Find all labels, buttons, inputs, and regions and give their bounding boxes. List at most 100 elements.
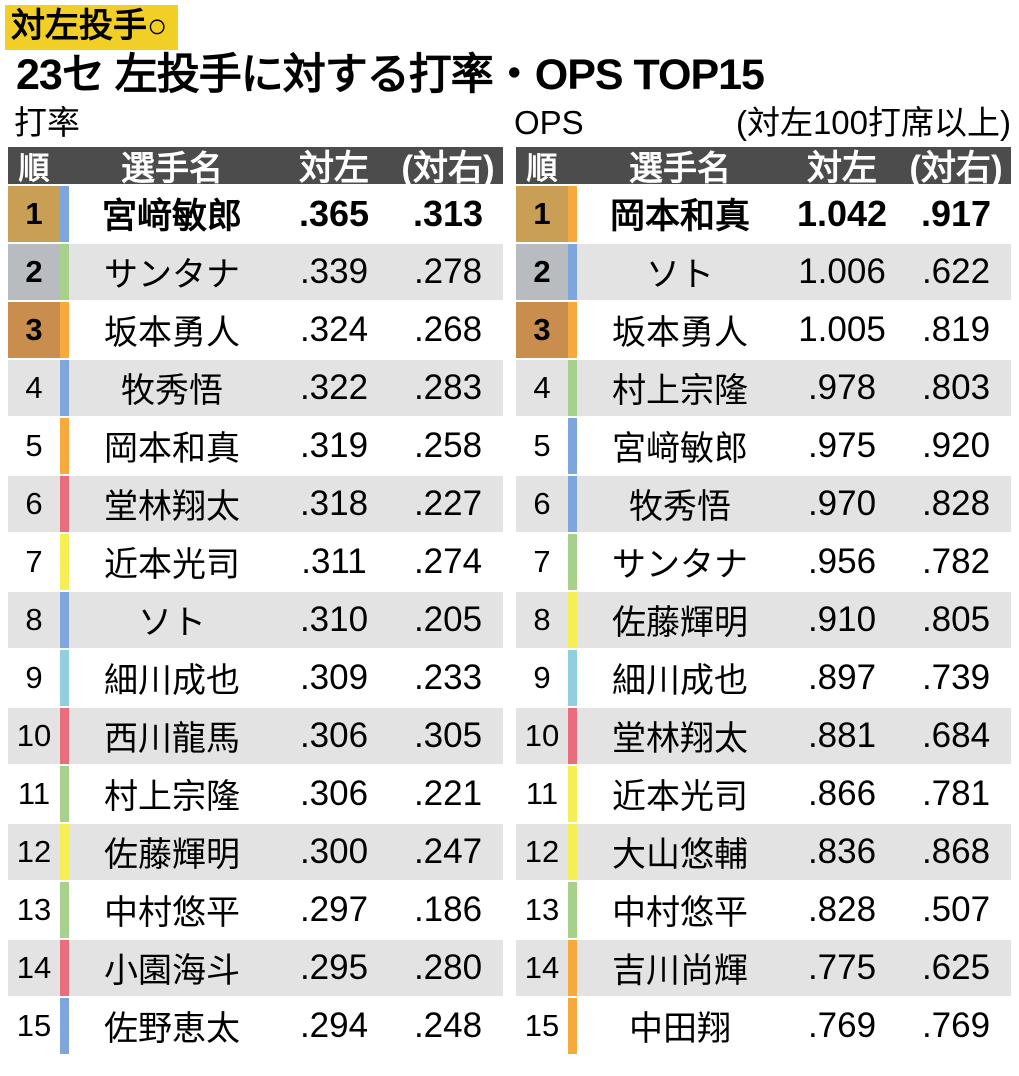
player-name: 村上宗隆 [104,778,240,817]
ops-qualifier-note: (対左100打席以上) [735,104,1011,142]
header-vs-left: 対左 [298,148,369,184]
player-name: 佐野恵太 [104,1010,240,1049]
table-row: 9 細川成也 .897 .739 [516,647,1011,706]
rank-cell: 14 [16,949,52,985]
rank-cell: 2 [516,243,568,300]
vs-right-value: .920 [921,425,991,465]
team-color-stripe [60,707,69,764]
vs-right-value: .781 [921,773,991,813]
batting-average-label: 打率 [14,104,80,142]
vs-left-value: .324 [299,309,369,349]
table-row: 8 ソト .310 .205 [8,589,503,648]
rank-cell: 4 [533,369,551,405]
player-name: ソト [646,256,714,295]
header-stripe-gap [60,146,69,184]
rank-cell: 1 [516,185,568,242]
vs-right-value: .782 [921,541,991,581]
page-tag: 対左投手○ [5,5,178,51]
vs-right-value: .283 [413,367,483,407]
player-name: 中村悠平 [104,894,240,933]
player-name: 宮﨑敏郎 [612,430,748,469]
vs-right-value: .684 [921,715,991,755]
vs-left-value: .319 [299,425,369,465]
vs-right-value: .769 [921,1005,991,1045]
vs-right-value: .205 [413,599,483,639]
header-vs-right: (対右) [401,148,495,184]
table-header-row: 順 選手名 対左 (対右) [8,146,503,184]
vs-right-value: .247 [413,831,483,871]
rank-cell: 8 [533,601,551,637]
team-color-stripe [60,649,69,706]
team-color-stripe [60,765,69,822]
table-row: 3 坂本勇人 1.005 .819 [516,299,1011,358]
vs-left-value: .297 [299,889,369,929]
table-row: 1 宮﨑敏郎 .365 .313 [8,183,503,242]
team-color-stripe [568,243,577,300]
header-rank: 順 [18,150,50,184]
vs-left-value: .775 [807,947,877,987]
vs-left-value: .866 [807,773,877,813]
vs-left-value: .295 [299,947,369,987]
table-row: 13 中村悠平 .297 .186 [8,879,503,938]
table-row: 5 岡本和真 .319 .258 [8,415,503,474]
player-name: 近本光司 [612,778,748,817]
table-row: 13 中村悠平 .828 .507 [516,879,1011,938]
player-name: 佐藤輝明 [104,836,240,875]
vs-left-value: .769 [807,1005,877,1045]
team-color-stripe [568,997,577,1054]
player-name: 堂林翔太 [612,720,748,759]
batting-average-table: 順 選手名 対左 (対右) 1 宮﨑敏郎 .365 .313 2 サンタナ .339 .278 3 坂本勇… [8,146,503,1054]
team-color-stripe [568,533,577,590]
vs-left-value: .828 [807,889,877,929]
table-row: 4 村上宗隆 .978 .803 [516,357,1011,416]
vs-left-value: 1.006 [798,251,886,291]
vs-right-value: .803 [921,367,991,407]
vs-left-value: .975 [807,425,877,465]
rank-cell: 10 [524,717,560,753]
vs-left-value: .294 [299,1005,369,1045]
vs-left-value: .365 [298,192,370,234]
vs-right-value: .221 [413,773,483,813]
rank-cell: 6 [25,485,43,521]
team-color-stripe [60,533,69,590]
vs-left-value: .309 [299,657,369,697]
table-row: 12 大山悠輔 .836 .868 [516,821,1011,880]
header-player-name: 選手名 [629,149,731,184]
player-name: サンタナ [612,546,748,585]
rank-cell: 1 [8,185,60,242]
table-row: 3 坂本勇人 .324 .268 [8,299,503,358]
page-title: 23セ 左投手に対する打率・OPS TOP15 [16,51,765,100]
vs-left-value: .910 [807,599,877,639]
vs-left-value: .311 [301,541,367,581]
vs-right-value: .625 [921,947,991,987]
player-name: 中田翔 [629,1010,731,1049]
vs-left-value: .836 [807,831,877,871]
table-row: 14 吉川尚輝 .775 .625 [516,937,1011,996]
vs-right-value: .248 [413,1005,483,1045]
table-row: 7 サンタナ .956 .782 [516,531,1011,590]
rank-cell: 10 [16,717,52,753]
table-row: 9 細川成也 .309 .233 [8,647,503,706]
player-name: 大山悠輔 [612,836,748,875]
vs-right-value: .268 [413,309,483,349]
rank-cell: 13 [16,891,52,927]
rank-cell: 9 [25,659,43,695]
vs-right-value: .186 [413,889,483,929]
vs-left-value: .300 [299,831,369,871]
table-row: 4 牧秀悟 .322 .283 [8,357,503,416]
table-row: 15 佐野恵太 .294 .248 [8,995,503,1054]
table-header-row: 順 選手名 対左 (対右) [516,146,1011,184]
vs-right-value: .258 [413,425,483,465]
team-color-stripe [60,881,69,938]
player-name: 佐藤輝明 [612,604,748,643]
table-row: 10 堂林翔太 .881 .684 [516,705,1011,764]
rank-cell: 5 [533,427,551,463]
rank-cell: 3 [516,301,568,358]
table-row: 14 小園海斗 .295 .280 [8,937,503,996]
vs-right-value: .280 [413,947,483,987]
team-color-stripe [568,591,577,648]
vs-right-value: .739 [921,657,991,697]
header-rank: 順 [526,150,558,184]
rank-cell: 11 [525,775,559,811]
team-color-stripe [568,707,577,764]
